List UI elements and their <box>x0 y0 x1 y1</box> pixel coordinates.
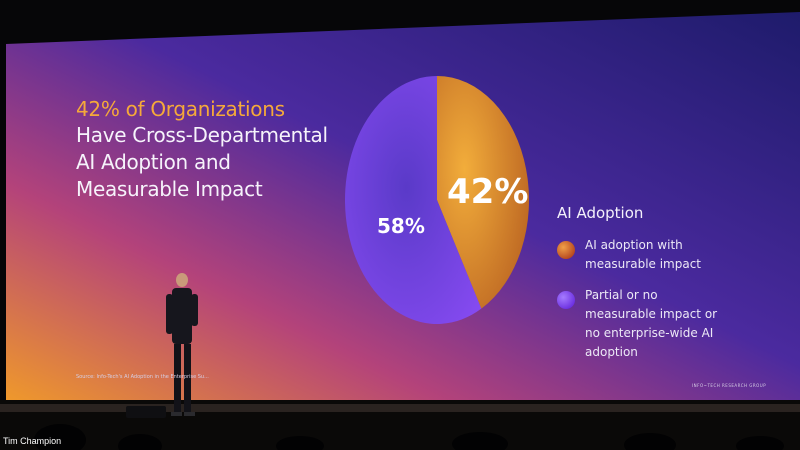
legend-label-2: Partial or no measurable impact or no en… <box>585 288 718 359</box>
pie-label-slice-1: 42% <box>447 172 529 212</box>
legend-label-1: AI adoption with measurable impact <box>585 238 702 271</box>
pie-label-slice-2: 58% <box>377 214 425 238</box>
legend-swatch-1 <box>557 241 575 259</box>
source-footnote: Source: Info-Tech's AI Adoption in the E… <box>76 374 209 380</box>
slide-title-highlight: 42% of Organizations <box>76 97 285 121</box>
legend-title: AI Adoption <box>557 204 644 222</box>
speaker-caption: Tim Champion <box>3 436 62 446</box>
pie-slice-2 <box>344 75 482 325</box>
legend-item-2: Partial or no measurable impact or no en… <box>557 286 725 362</box>
brand-wordmark: INFO~TECH RESEARCH GROUP <box>692 383 767 388</box>
audience-silhouettes <box>34 424 784 450</box>
pie-slice-1 <box>437 76 529 309</box>
legend-swatch-2 <box>557 291 575 309</box>
legend-item-1: AI adoption with measurable impact <box>557 236 725 274</box>
pie-chart <box>344 75 529 325</box>
slide-title: Have Cross-Departmental AI Adoption and … <box>76 123 328 201</box>
stage-monitor <box>126 406 166 418</box>
speaker-figure <box>166 273 198 416</box>
